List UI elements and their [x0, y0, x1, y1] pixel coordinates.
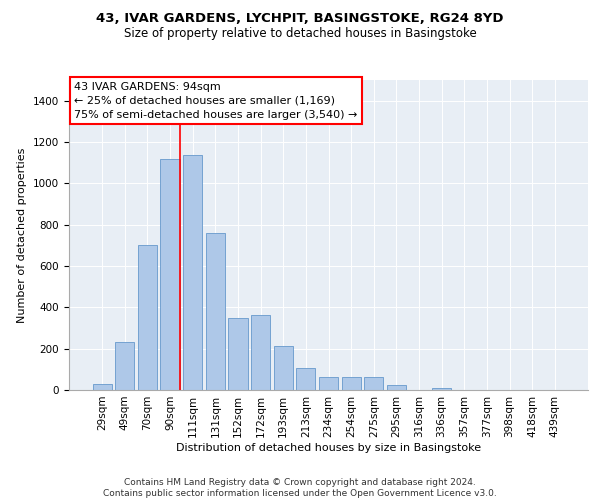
Bar — [229, 318, 248, 390]
Bar — [296, 368, 316, 390]
Bar — [387, 385, 406, 390]
Bar — [206, 233, 225, 390]
Text: 43, IVAR GARDENS, LYCHPIT, BASINGSTOKE, RG24 8YD: 43, IVAR GARDENS, LYCHPIT, BASINGSTOKE, … — [96, 12, 504, 26]
Bar — [138, 246, 157, 390]
Bar — [364, 376, 383, 390]
Text: Size of property relative to detached houses in Basingstoke: Size of property relative to detached ho… — [124, 28, 476, 40]
Bar — [251, 314, 270, 390]
Bar — [92, 384, 112, 390]
Y-axis label: Number of detached properties: Number of detached properties — [17, 148, 28, 322]
Bar — [319, 376, 338, 390]
Bar — [341, 376, 361, 390]
Bar — [432, 388, 451, 390]
Bar — [115, 342, 134, 390]
Bar — [160, 158, 180, 390]
Text: Contains HM Land Registry data © Crown copyright and database right 2024.
Contai: Contains HM Land Registry data © Crown c… — [103, 478, 497, 498]
Bar — [274, 346, 293, 390]
Bar — [183, 156, 202, 390]
X-axis label: Distribution of detached houses by size in Basingstoke: Distribution of detached houses by size … — [176, 442, 481, 452]
Text: 43 IVAR GARDENS: 94sqm
← 25% of detached houses are smaller (1,169)
75% of semi-: 43 IVAR GARDENS: 94sqm ← 25% of detached… — [74, 82, 358, 120]
